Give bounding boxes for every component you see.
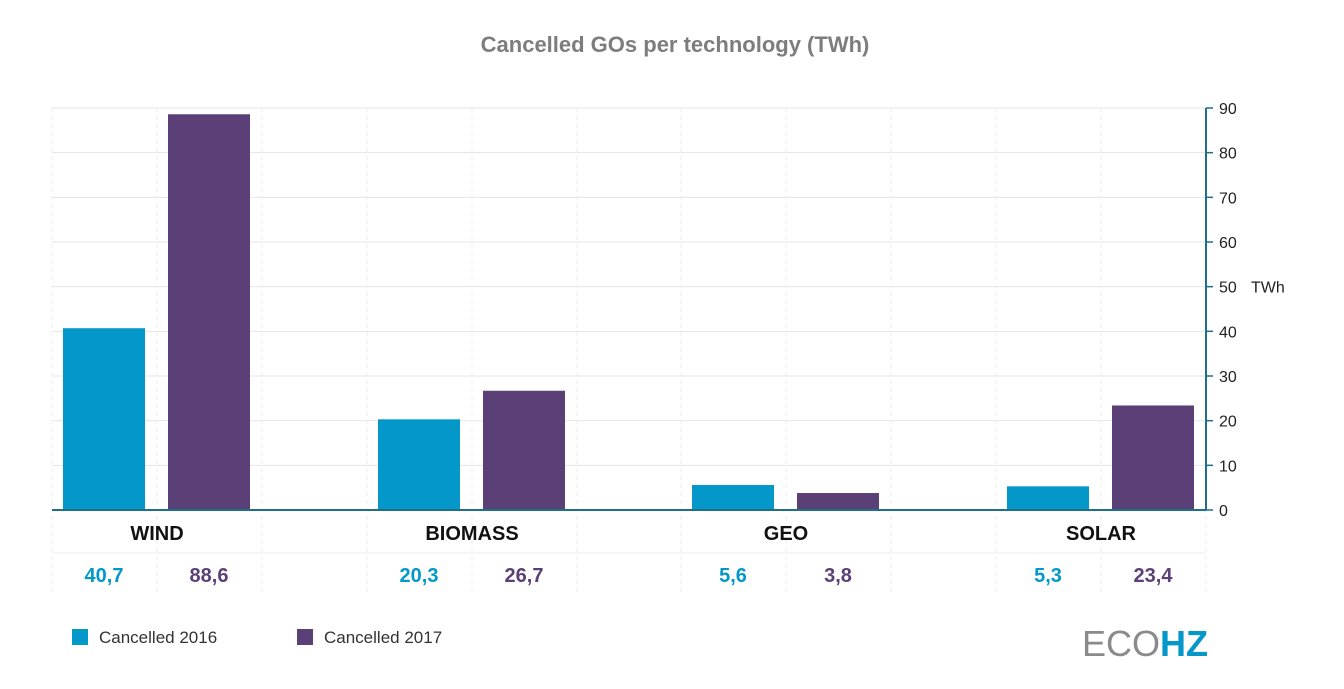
- data-label: 20,3: [400, 565, 439, 587]
- data-label: 5,6: [719, 565, 747, 587]
- category-label: SOLAR: [1066, 523, 1137, 545]
- data-label: 23,4: [1134, 565, 1174, 587]
- y-tick-label: 50: [1219, 280, 1237, 297]
- category-label: BIOMASS: [425, 523, 518, 545]
- y-tick-label: 80: [1219, 146, 1237, 163]
- data-label: 40,7: [85, 565, 124, 587]
- bars: [63, 114, 1194, 511]
- y-tick-label: 60: [1219, 235, 1237, 252]
- data-label: 26,7: [505, 565, 544, 587]
- category-labels: WIND BIOMASS GEO SOLAR: [130, 523, 1136, 545]
- bar-biomass-1: [378, 419, 460, 510]
- y-tick-label: 0: [1219, 503, 1228, 520]
- y-tick-label: 20: [1219, 414, 1237, 431]
- legend-swatch: [297, 629, 313, 645]
- y-tick-label: 40: [1219, 324, 1237, 341]
- y-axis: 0 10 20 30 40 50 TWh 60 70 80 90: [52, 101, 1285, 520]
- data-label: 3,8: [824, 565, 852, 587]
- bar-geo-1: [692, 484, 774, 510]
- bar-wind-2: [168, 114, 250, 511]
- value-labels: 40,7 20,3 5,6 5,3 88,6 26,7 3,8 23,4: [85, 565, 1174, 587]
- bar-solar-2: [1112, 405, 1194, 510]
- y-tick-label: 70: [1219, 190, 1237, 207]
- chart-title: Cancelled GOs per technology (TWh): [481, 32, 870, 57]
- legend-label: Cancelled 2016: [99, 628, 217, 647]
- bar-biomass-2: [483, 390, 565, 510]
- category-label: GEO: [764, 523, 808, 545]
- legend: Cancelled 2016 Cancelled 2017: [72, 628, 442, 647]
- y-tick-label: 30: [1219, 369, 1237, 386]
- data-label: 88,6: [190, 565, 229, 587]
- logo-text: ECOHZ: [1082, 623, 1208, 664]
- y-tick-label: 90: [1219, 101, 1237, 118]
- bar-geo-2: [797, 493, 879, 510]
- category-label: WIND: [130, 523, 183, 545]
- bar-wind-1: [63, 328, 145, 510]
- legend-label: Cancelled 2017: [324, 628, 442, 647]
- y-tick-label: 10: [1219, 458, 1237, 475]
- legend-swatch: [72, 629, 88, 645]
- data-label: 5,3: [1034, 565, 1062, 587]
- eco-hz-logo: ECOHZ: [1082, 623, 1208, 664]
- y-unit-label: TWh: [1251, 280, 1285, 297]
- bar-solar-1: [1007, 486, 1089, 510]
